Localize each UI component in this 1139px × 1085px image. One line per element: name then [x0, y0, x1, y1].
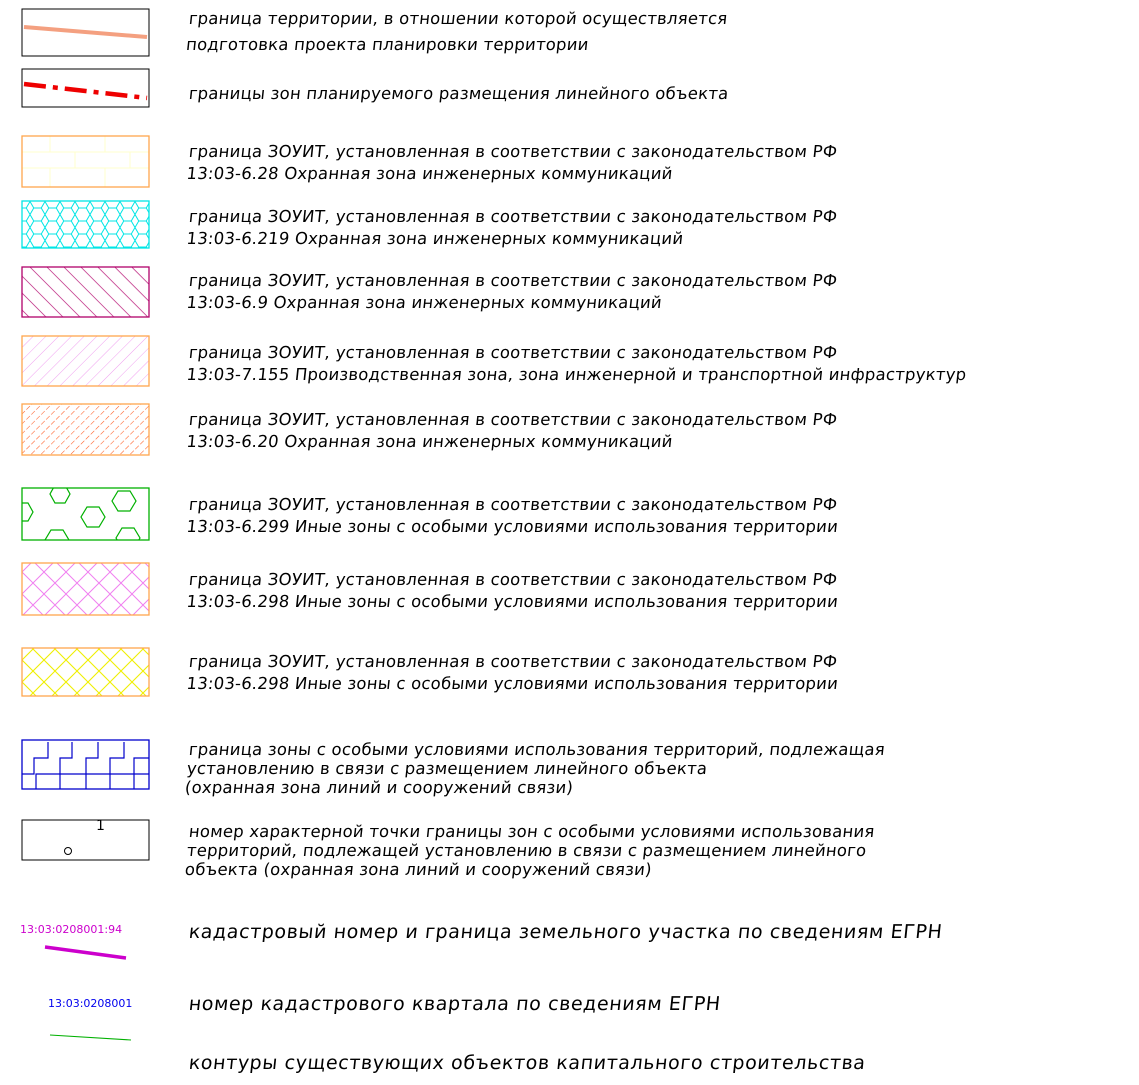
legend-text-zone-6-9: граница ЗОУИТ, установленная в соответст…: [185, 270, 839, 314]
legend-text-zone-6-299: граница ЗОУИТ, установленная в соответст…: [185, 494, 841, 538]
text-line: (охранная зона линий и сооружений связи): [184, 778, 575, 797]
text-line: контуры существующих объектов капитально…: [187, 1052, 867, 1074]
symbol-zone-6-298-pink: [21, 562, 150, 616]
building-contour-line: [49, 1034, 132, 1041]
text-line: граница зоны с особыми условиями использ…: [188, 740, 886, 759]
text-line: 13:03-6.299 Иные зоны с особыми условиям…: [185, 517, 840, 536]
text-line: 13:03-6.28 Охранная зона инженерных комм…: [185, 164, 674, 183]
parcel-boundary-line: [44, 945, 127, 960]
symbol-point-number: [21, 819, 150, 861]
legend-text-point-number: номер характерной точки границы зон с ос…: [184, 822, 876, 879]
text-line: 13:03-6.20 Охранная зона инженерных комм…: [185, 432, 674, 451]
point-number-label: 1: [96, 818, 105, 834]
text-line: граница ЗОУИТ, установленная в соответст…: [187, 570, 839, 589]
text-line: подготовка проекта планировки территории: [185, 35, 590, 54]
text-line: 13:03-7.155 Производственная зона, зона …: [185, 365, 968, 384]
legend-text-territory-boundary: граница территории, в отношении которой …: [185, 8, 729, 56]
legend-text-parcel: кадастровый номер и граница земельного у…: [188, 921, 944, 943]
symbol-zone-6-9: [21, 266, 150, 318]
text-line: граница ЗОУИТ, установленная в соответст…: [187, 207, 839, 226]
symbol-zone-6-298-yellow: [21, 647, 150, 697]
text-line: граница ЗОУИТ, установленная в соответст…: [187, 343, 839, 362]
text-line: объекта (охранная зона линий и сооружени…: [184, 860, 653, 879]
legend-text-linear-object-zone: границы зон планируемого размещения лине…: [188, 83, 730, 105]
text-line: граница ЗОУИТ, установленная в соответст…: [187, 410, 839, 429]
text-line: граница ЗОУИТ, установленная в соответст…: [187, 271, 839, 290]
legend-text-quarter: номер кадастрового квартала по сведениям…: [188, 993, 722, 1015]
text-line: 13:03-6.219 Охранная зона инженерных ком…: [185, 229, 685, 248]
parcel-number-label: 13:03:0208001:94: [20, 923, 123, 936]
legend-text-zone-7-155: граница ЗОУИТ, установленная в соответст…: [185, 342, 969, 386]
legend-text-zone-6-20: граница ЗОУИТ, установленная в соответст…: [185, 409, 839, 453]
text-line: кадастровый номер и граница земельного у…: [187, 921, 944, 943]
symbol-zone-6-20: [21, 403, 150, 456]
symbol-zone-6-219: [21, 200, 150, 249]
text-line: 13:03-6.298 Иные зоны с особыми условиям…: [185, 592, 840, 611]
legend-text-zone-6-28: граница ЗОУИТ, установленная в соответст…: [185, 141, 839, 185]
text-line: граница территории, в отношении которой …: [187, 9, 729, 28]
symbol-comm-line-zone: [21, 739, 150, 790]
quarter-number-label: 13:03:0208001: [48, 997, 133, 1010]
legend-text-zone-6-219: граница ЗОУИТ, установленная в соответст…: [185, 206, 839, 250]
symbol-zone-6-299: [21, 487, 150, 541]
symbol-zone-7-155: [21, 335, 150, 387]
legend-text-comm-line-zone: граница зоны с особыми условиями использ…: [184, 740, 886, 797]
text-line: номер кадастрового квартала по сведениям…: [187, 993, 722, 1015]
legend-text-zone-6-298-pink: граница ЗОУИТ, установленная в соответст…: [185, 569, 841, 613]
text-line: номер характерной точки границы зон с ос…: [188, 822, 876, 841]
text-line: граница ЗОУИТ, установленная в соответст…: [187, 142, 839, 161]
text-line: граница ЗОУИТ, установленная в соответст…: [187, 495, 839, 514]
symbol-linear-object-zone: [21, 68, 150, 108]
text-line: граница ЗОУИТ, установленная в соответст…: [187, 652, 839, 671]
legend-text-zone-6-298-yellow: граница ЗОУИТ, установленная в соответст…: [185, 651, 841, 695]
text-line: установлению в связи с размещением линей…: [186, 759, 709, 778]
symbol-zone-6-28: [21, 135, 150, 188]
legend-text-building-contour: контуры существующих объектов капитально…: [188, 1052, 867, 1074]
text-line: 13:03-6.9 Охранная зона инженерных комму…: [185, 293, 663, 312]
text-line: территорий, подлежащей установлению в св…: [186, 841, 868, 860]
symbol-territory-boundary: [21, 8, 150, 57]
text-line: 13:03-6.298 Иные зоны с особыми условиям…: [185, 674, 840, 693]
text-line: границы зон планируемого размещения лине…: [187, 84, 730, 103]
